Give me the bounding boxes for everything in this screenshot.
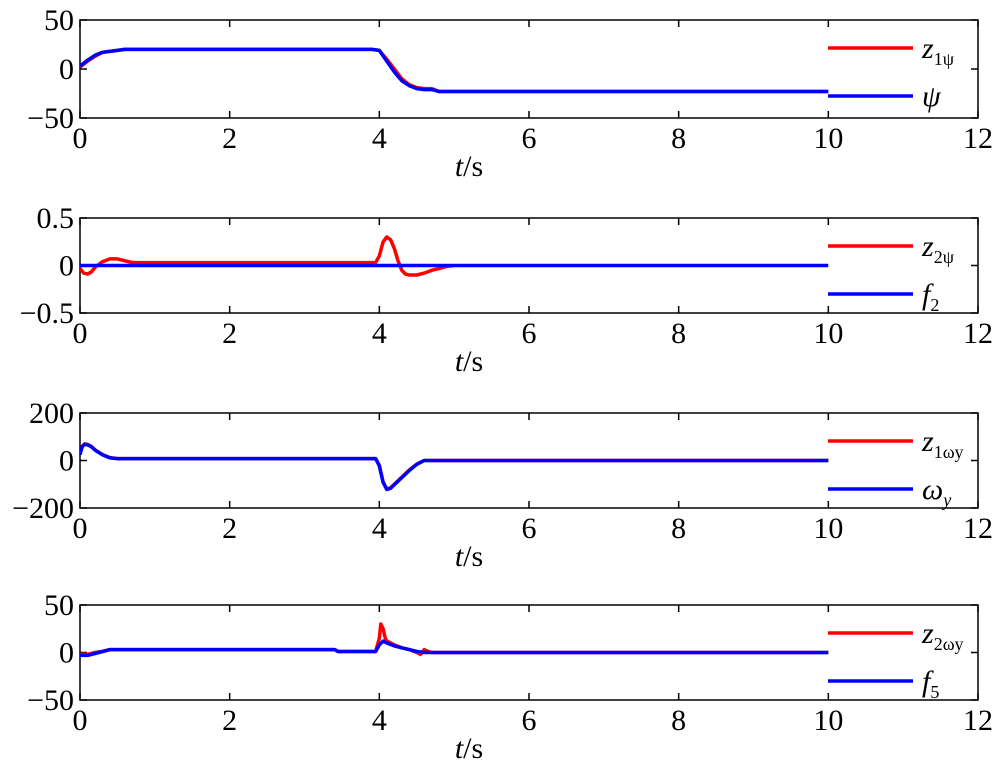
legend-subscript: 5 bbox=[930, 682, 939, 702]
x-tick-label: 10 bbox=[813, 122, 843, 155]
series-line-red bbox=[80, 47, 829, 94]
legend-name: z bbox=[921, 230, 934, 263]
x-tick-label: 0 bbox=[73, 122, 88, 155]
legend-label: z1ωy bbox=[921, 425, 964, 462]
x-axis-label: t/s bbox=[455, 345, 483, 378]
y-tick-label: 0 bbox=[59, 637, 74, 670]
x-tick-label: 6 bbox=[522, 122, 537, 155]
legend-label: f2 bbox=[922, 278, 939, 315]
x-tick-label: 12 bbox=[963, 122, 993, 155]
legend-subscript: 1ωy bbox=[934, 442, 964, 462]
x-tick-label: 4 bbox=[372, 122, 387, 155]
legend-label: f5 bbox=[922, 665, 939, 702]
legend-label: z1ψ bbox=[921, 32, 955, 69]
series-line-blue bbox=[80, 47, 829, 94]
x-tick-label: 8 bbox=[671, 122, 686, 155]
x-tick-label: 2 bbox=[222, 704, 237, 737]
y-tick-label: 50 bbox=[44, 589, 74, 622]
series-line-blue bbox=[80, 639, 829, 658]
y-tick-label: −0.5 bbox=[20, 297, 74, 330]
legend-label: z2ωy bbox=[921, 617, 964, 654]
series-line-blue bbox=[80, 442, 829, 492]
x-tick-label: 10 bbox=[813, 512, 843, 545]
y-tick-label: 50 bbox=[44, 4, 74, 37]
x-tick-label: 0 bbox=[73, 704, 88, 737]
legend-name: z bbox=[921, 32, 934, 65]
y-tick-label: −50 bbox=[27, 684, 74, 717]
y-tick-label: 0 bbox=[59, 53, 74, 86]
y-tick-label: 0 bbox=[59, 250, 74, 283]
x-tick-label: 0 bbox=[73, 512, 88, 545]
y-tick-label: 0.5 bbox=[37, 202, 75, 235]
x-axis-label-var: t bbox=[455, 345, 464, 378]
x-axis-label: t/s bbox=[455, 540, 483, 573]
series-line-red bbox=[80, 235, 455, 277]
x-tick-label: 12 bbox=[963, 512, 993, 545]
x-axis-label-unit: /s bbox=[463, 732, 483, 765]
y-tick-label: −50 bbox=[27, 102, 74, 135]
x-tick-label: 12 bbox=[963, 704, 993, 737]
y-tick-label: 200 bbox=[29, 397, 74, 430]
x-axis-label-var: t bbox=[455, 732, 464, 765]
x-axis-label-unit: /s bbox=[463, 345, 483, 378]
x-tick-label: 4 bbox=[372, 512, 387, 545]
legend-name: z bbox=[921, 425, 934, 458]
x-tick-label: 8 bbox=[671, 317, 686, 350]
x-tick-label: 10 bbox=[813, 704, 843, 737]
legend-name: z bbox=[921, 617, 934, 650]
legend-subscript: 1ψ bbox=[934, 49, 955, 69]
x-axis-label: t/s bbox=[455, 150, 483, 183]
x-axis-label-unit: /s bbox=[463, 150, 483, 183]
legend-subscript: 2ψ bbox=[934, 247, 955, 267]
x-tick-label: 8 bbox=[671, 704, 686, 737]
legend-name: ω bbox=[922, 473, 943, 506]
legend-subscript: y bbox=[941, 490, 951, 510]
x-tick-label: 4 bbox=[372, 317, 387, 350]
x-tick-label: 12 bbox=[963, 317, 993, 350]
x-tick-label: 4 bbox=[372, 704, 387, 737]
axes-frame bbox=[79, 19, 979, 119]
legend-label: ψ bbox=[922, 80, 942, 113]
x-tick-label: 10 bbox=[813, 317, 843, 350]
y-tick-label: 0 bbox=[59, 445, 74, 478]
legend-label: ωy bbox=[922, 473, 951, 510]
x-axis-label-unit: /s bbox=[463, 540, 483, 573]
x-axis-label-var: t bbox=[455, 150, 464, 183]
x-tick-label: 2 bbox=[222, 512, 237, 545]
x-tick-label: 6 bbox=[522, 704, 537, 737]
series-line-red bbox=[80, 442, 829, 491]
x-tick-label: 0 bbox=[73, 317, 88, 350]
legend-subscript: 2ωy bbox=[934, 634, 964, 654]
legend-label: z2ψ bbox=[921, 230, 955, 267]
x-tick-label: 6 bbox=[522, 512, 537, 545]
x-tick-label: 2 bbox=[222, 122, 237, 155]
x-axis-label-var: t bbox=[455, 540, 464, 573]
x-axis-label: t/s bbox=[455, 732, 483, 765]
x-tick-label: 6 bbox=[522, 317, 537, 350]
x-tick-label: 8 bbox=[671, 512, 686, 545]
x-tick-label: 2 bbox=[222, 317, 237, 350]
legend-name: ψ bbox=[922, 80, 942, 113]
legend-subscript: 2 bbox=[930, 295, 939, 315]
y-tick-label: −200 bbox=[12, 492, 74, 525]
